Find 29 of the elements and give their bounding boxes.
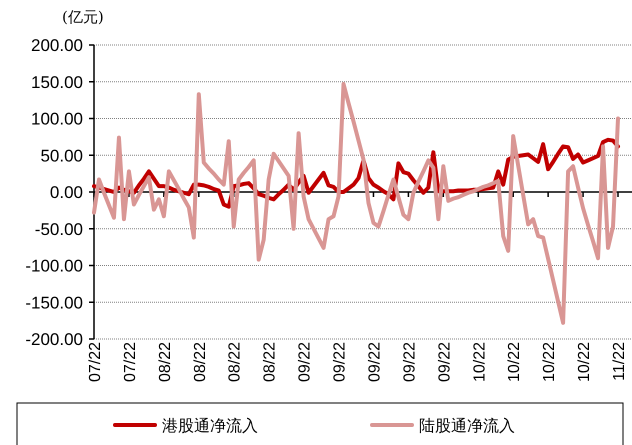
x-tick-label: 09/22: [436, 342, 454, 382]
x-tick-label: 10/22: [471, 342, 488, 382]
y-tick-label: 200.00: [31, 36, 83, 55]
y-axis-title: (亿元): [62, 8, 104, 26]
x-tick-label: 11/22: [611, 342, 628, 381]
y-tick-label: -150.00: [25, 293, 83, 312]
x-tick-label: 10/22: [541, 342, 558, 382]
y-tick-label: -100.00: [25, 256, 83, 276]
x-tick-label: 09/22: [332, 342, 349, 382]
legend-label: 港股通净流入: [162, 416, 258, 435]
x-tick-label: 08/22: [226, 342, 244, 382]
line-series: [92, 82, 620, 325]
x-tick-label: 10/22: [576, 342, 594, 382]
x-tick-label: 08/22: [192, 342, 209, 382]
y-tick-label: -50.00: [34, 220, 83, 239]
y-tick-label: 150.00: [31, 72, 83, 92]
x-tick-label: 07/22: [122, 342, 139, 382]
y-tick-label: -200.00: [25, 330, 83, 349]
x-tick-label: 08/22: [262, 342, 279, 382]
x-tick-label: 10/22: [506, 342, 524, 382]
x-tick-label: 07/22: [87, 342, 104, 382]
y-tick-label: 50.00: [40, 146, 83, 166]
y-tick-label: 100.00: [31, 110, 83, 128]
x-tick-label: 09/22: [366, 342, 384, 382]
x-tick-label: 09/22: [401, 342, 418, 382]
y-tick-label: 0.00: [50, 183, 83, 202]
x-tick-label: 09/22: [296, 342, 314, 382]
x-tick-label: 08/22: [156, 342, 174, 382]
legend-label: 陆股通净流入: [419, 416, 515, 435]
